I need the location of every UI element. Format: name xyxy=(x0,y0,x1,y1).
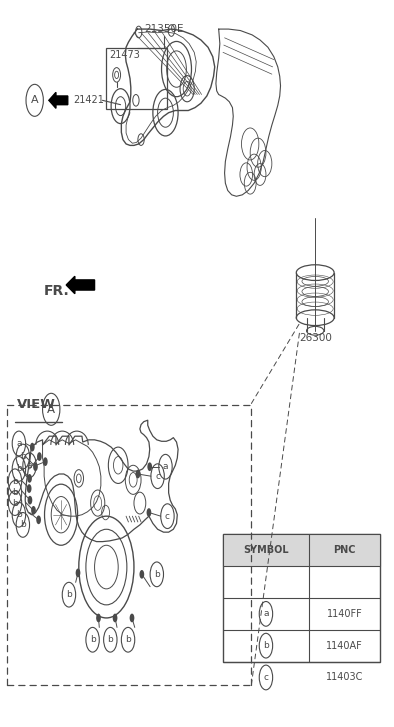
Circle shape xyxy=(37,452,42,461)
Circle shape xyxy=(30,443,35,451)
Text: c: c xyxy=(165,512,170,521)
Circle shape xyxy=(136,470,140,478)
Text: c: c xyxy=(264,673,268,682)
Circle shape xyxy=(33,462,38,471)
Text: 26300: 26300 xyxy=(299,333,332,343)
Text: a: a xyxy=(163,462,168,471)
Text: 21473: 21473 xyxy=(110,50,140,60)
Text: 21350E: 21350E xyxy=(144,24,183,34)
Circle shape xyxy=(130,614,134,622)
Circle shape xyxy=(113,614,117,622)
Bar xyxy=(223,534,380,662)
Text: FR.: FR. xyxy=(43,284,69,298)
Text: A: A xyxy=(47,403,55,416)
Text: A: A xyxy=(31,95,39,105)
FancyArrow shape xyxy=(66,276,95,294)
Circle shape xyxy=(27,474,32,483)
Circle shape xyxy=(36,515,41,524)
Circle shape xyxy=(31,506,36,515)
Text: b: b xyxy=(12,499,18,507)
Circle shape xyxy=(28,496,32,505)
Text: a: a xyxy=(16,439,22,448)
Text: b: b xyxy=(90,635,95,644)
Circle shape xyxy=(76,569,80,577)
Text: a: a xyxy=(27,461,32,470)
Text: c: c xyxy=(155,472,160,481)
FancyArrow shape xyxy=(49,92,68,108)
Text: 1140AF: 1140AF xyxy=(326,640,363,651)
Circle shape xyxy=(147,462,152,471)
Text: b: b xyxy=(20,521,26,529)
Text: a: a xyxy=(263,609,269,619)
Circle shape xyxy=(96,614,101,622)
Text: PNC: PNC xyxy=(333,545,356,555)
Text: b: b xyxy=(16,465,22,473)
Text: 21421: 21421 xyxy=(73,95,104,105)
Text: b: b xyxy=(125,635,131,644)
Text: b: b xyxy=(154,570,160,579)
Text: b: b xyxy=(108,635,113,644)
Text: VIEW: VIEW xyxy=(17,398,56,411)
Bar xyxy=(223,534,380,566)
Text: b: b xyxy=(12,489,18,497)
Circle shape xyxy=(139,570,144,579)
Text: b: b xyxy=(12,477,18,486)
Bar xyxy=(106,48,167,109)
Circle shape xyxy=(27,484,32,493)
Text: b: b xyxy=(20,452,26,461)
Text: SYMBOL: SYMBOL xyxy=(243,545,289,555)
Text: 11403C: 11403C xyxy=(326,672,363,683)
Text: b: b xyxy=(16,510,22,519)
Text: b: b xyxy=(263,641,269,650)
Circle shape xyxy=(147,508,151,517)
Text: 1140FF: 1140FF xyxy=(327,608,362,619)
Text: b: b xyxy=(66,590,72,599)
Circle shape xyxy=(43,457,48,466)
